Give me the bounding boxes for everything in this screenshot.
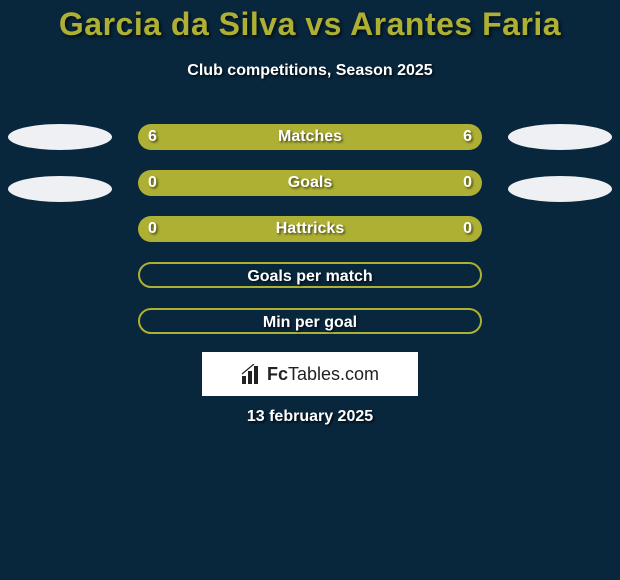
page-title: Garcia da Silva vs Arantes Faria [0, 6, 620, 43]
brand-text: FcTables.com [267, 364, 379, 385]
footer-date: 13 february 2025 [0, 408, 620, 426]
stat-row: Goals per match [0, 262, 620, 308]
stat-row: Min per goal [0, 308, 620, 354]
left-marker [8, 124, 112, 150]
stat-value-right: 0 [463, 170, 472, 196]
brand-text-rest: Tables.com [288, 364, 379, 384]
stat-label: Min per goal [140, 310, 480, 336]
right-marker [508, 124, 612, 150]
stat-value-left: 0 [148, 170, 157, 196]
stat-label: Hattricks [138, 216, 482, 242]
bars-icon [241, 364, 263, 384]
stat-bar: Goals per match [138, 262, 482, 288]
stat-bar: Min per goal [138, 308, 482, 334]
left-marker [8, 176, 112, 202]
brand-text-bold: Fc [267, 364, 288, 384]
stat-bar: Goals0 0 [138, 170, 482, 196]
stat-value-left: 0 [148, 216, 157, 242]
stat-value-right: 6 [463, 124, 472, 150]
right-marker [508, 176, 612, 202]
stat-row: Matches6 6 [0, 124, 620, 170]
stat-row: Hattricks0 0 [0, 216, 620, 262]
page-subtitle: Club competitions, Season 2025 [0, 62, 620, 80]
stat-label: Goals [138, 170, 482, 196]
stat-value-right: 0 [463, 216, 472, 242]
brand-logo: FcTables.com [202, 352, 418, 396]
stat-label: Goals per match [140, 264, 480, 290]
stat-bar: Matches6 6 [138, 124, 482, 150]
stat-label: Matches [138, 124, 482, 150]
stat-rows: Matches66Goals00Hattricks00Goals per mat… [0, 124, 620, 354]
stat-bar: Hattricks0 0 [138, 216, 482, 242]
stat-value-left: 6 [148, 124, 157, 150]
stat-row: Goals0 0 [0, 170, 620, 216]
comparison-infographic: Garcia da Silva vs Arantes Faria Club co… [0, 0, 620, 580]
